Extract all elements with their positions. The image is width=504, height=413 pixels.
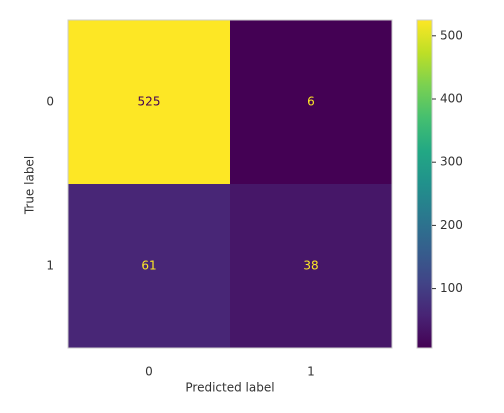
x-tick-label: 0 [145,365,153,379]
heatmap-cell [68,20,230,184]
cell-value: 6 [307,95,315,109]
heatmap-cell [230,20,392,184]
colorbar-tick-label: 500 [440,28,463,42]
y-tick-label: 0 [46,95,54,109]
colorbar-tick-label: 100 [440,281,463,295]
y-axis-label: True label [23,156,37,215]
colorbar-tick-label: 300 [440,155,463,169]
x-tick-label: 1 [307,365,315,379]
cell-value: 525 [138,95,161,109]
heatmap-cell [68,184,230,348]
colorbar-tick-label: 200 [440,218,463,232]
cell-value: 38 [303,259,318,273]
colorbar [416,19,433,349]
heatmap-cell [230,184,392,348]
x-axis-label: Predicted label [185,381,274,395]
cell-value: 61 [141,259,156,273]
y-tick-label: 1 [46,259,54,273]
colorbar-tick-label: 400 [440,91,463,105]
